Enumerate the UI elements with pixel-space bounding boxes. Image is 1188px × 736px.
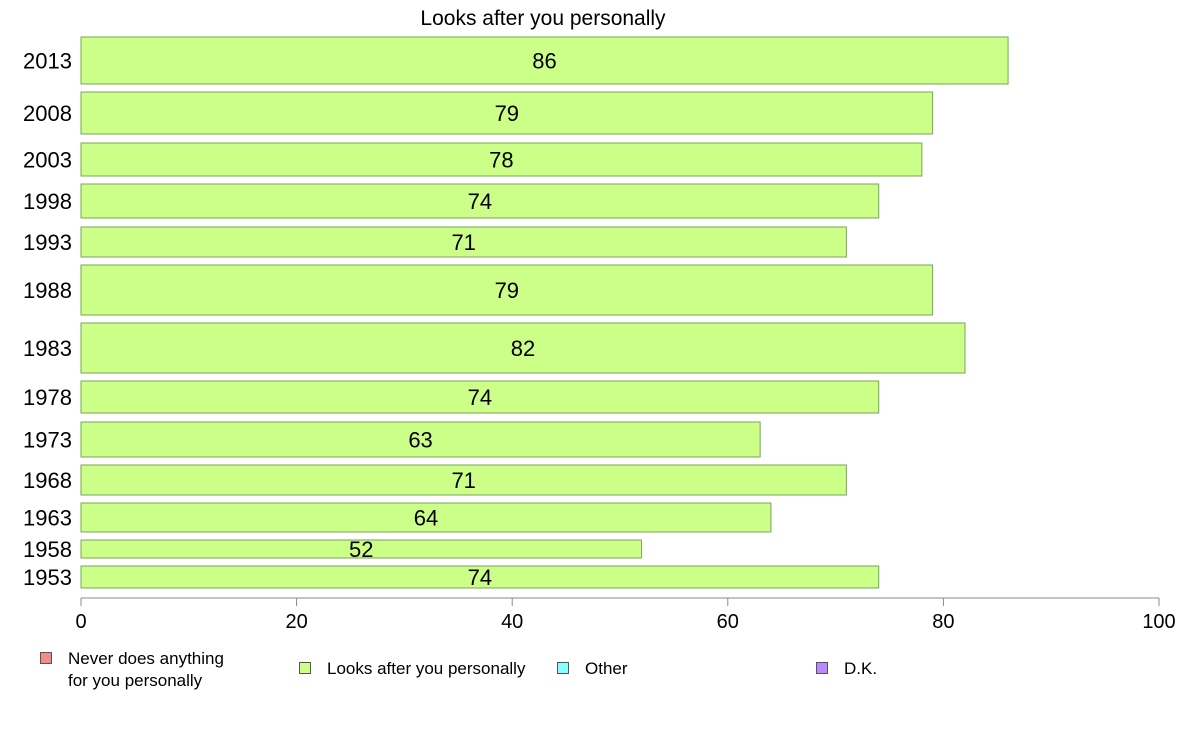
bar-1988 [80, 264, 934, 316]
category-label-1973: 1973 [23, 428, 72, 453]
legend: Never does anything for you personally L… [0, 648, 1188, 708]
category-label-2008: 2008 [23, 101, 72, 126]
bar-1963 [80, 502, 772, 533]
chart-title: Looks after you personally [420, 7, 666, 30]
x-tick-label-100: 100 [1142, 611, 1175, 633]
category-label-1988: 1988 [23, 278, 72, 303]
legend-swatch-dk [816, 662, 828, 674]
legend-swatch-other [557, 662, 569, 674]
legend-item-dk: D.K. [816, 658, 877, 680]
bar-2013 [80, 36, 1009, 85]
x-tick-label-40: 40 [501, 611, 523, 633]
category-label-2003: 2003 [23, 148, 72, 173]
legend-item-other: Other [557, 658, 628, 680]
data-label-1978: 74 [468, 385, 492, 410]
legend-label-never: Never does anything for you personally [68, 649, 224, 690]
x-tick-label-60: 60 [717, 611, 739, 633]
bar-1953 [80, 565, 880, 589]
category-label-1998: 1998 [23, 189, 72, 214]
x-tick-label-80: 80 [932, 611, 954, 633]
category-label-1978: 1978 [23, 385, 72, 410]
bar-2008 [80, 91, 934, 135]
data-label-1993: 71 [451, 230, 475, 255]
data-label-1983: 82 [511, 336, 535, 361]
bar-1978 [80, 380, 880, 414]
data-label-1953: 74 [468, 565, 492, 590]
bar-1998 [80, 183, 880, 219]
category-label-2013: 2013 [23, 49, 72, 74]
category-label-1983: 1983 [23, 336, 72, 361]
x-tick-label-0: 0 [75, 611, 86, 633]
data-label-1958: 52 [349, 537, 373, 562]
data-label-1968: 71 [451, 468, 475, 493]
legend-swatch-never [40, 652, 52, 664]
data-label-2008: 79 [495, 101, 519, 126]
legend-label-looks-after: Looks after you personally [327, 659, 526, 678]
data-label-2003: 78 [489, 148, 513, 173]
bar-1973 [80, 421, 761, 458]
data-label-1988: 79 [495, 278, 519, 303]
data-label-1963: 64 [414, 506, 438, 531]
legend-swatch-looks-after [299, 662, 311, 674]
category-label-1963: 1963 [23, 506, 72, 531]
data-label-2013: 86 [532, 49, 556, 74]
bars-group: 86 2013 79 2008 78 2003 74 1998 71 1993 79 1988 82 19… [23, 36, 1009, 590]
category-label-1968: 1968 [23, 468, 72, 493]
x-axis: 0 20 40 60 80 100 [75, 597, 1176, 633]
legend-label-other: Other [585, 659, 628, 678]
legend-item-never: Never does anything for you personally [40, 648, 224, 692]
bar-1968 [80, 464, 847, 496]
bar-1983 [80, 322, 966, 374]
category-label-1958: 1958 [23, 537, 72, 562]
x-tick-label-20: 20 [285, 611, 307, 633]
category-label-1953: 1953 [23, 565, 72, 590]
data-label-1998: 74 [468, 189, 492, 214]
data-label-1973: 63 [408, 428, 432, 453]
bar-1993 [80, 226, 847, 258]
legend-label-dk: D.K. [844, 659, 878, 678]
bar-1958 [80, 539, 643, 559]
category-label-1993: 1993 [23, 230, 72, 255]
bar-2003 [80, 142, 923, 177]
legend-item-looks-after: Looks after you personally [299, 658, 525, 680]
